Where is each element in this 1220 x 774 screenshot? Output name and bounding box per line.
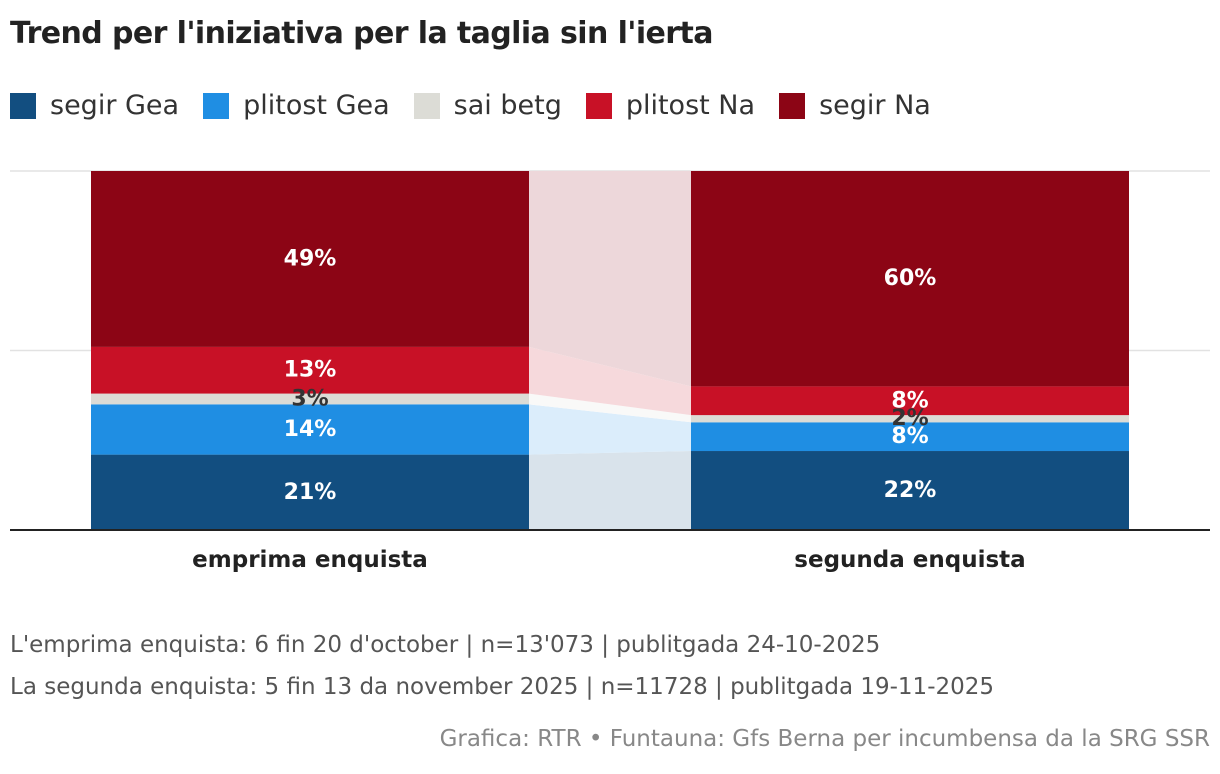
survey-notes: L'emprima enquista: 6 fin 20 d'october |… [10,624,994,708]
bar-segment [691,386,1129,416]
bar-segment [691,422,1129,452]
legend-swatch [10,92,36,119]
data-label: 21% [284,480,337,505]
data-label: 22% [884,478,937,503]
bar-segment [691,415,1129,423]
data-label: 49% [284,246,337,271]
legend-item-sai-betg: sai betg [413,90,562,121]
data-label: 14% [284,417,337,442]
legend-item-plitost-gea: plitost Gea [203,90,390,121]
legend-item-segir-na: segir Na [779,90,931,121]
data-label: 60% [884,266,937,291]
data-label: 8% [891,388,928,413]
data-label: 3% [291,386,328,411]
bar-segment [91,393,529,405]
bar-segment [91,171,529,347]
connector-band [529,451,691,530]
x-tick-label: segunda enquista [794,547,1025,573]
legend-label: segir Na [819,90,931,121]
bar-segment [691,171,1129,387]
connector-band [529,171,691,387]
source-credit: Grafica: RTR • Funtauna: Gfs Berna per i… [439,726,1210,752]
chart-title: Trend per l'iniziativa per la taglia sin… [10,16,713,51]
legend-swatch [203,92,230,119]
legend-item-segir-gea: segir Gea [10,90,179,121]
note-second-survey: La segunda enquista: 5 fin 13 da novembe… [10,674,995,700]
legend-label: segir Gea [50,90,180,121]
bar-segment [91,346,529,394]
note-first-survey: L'emprima enquista: 6 fin 20 d'october |… [10,632,881,658]
bar-segment [691,451,1129,530]
legend: segir Gea plitost Gea sai betg plitost N… [10,90,955,121]
bar-segment [91,454,529,530]
connector-band [529,346,691,416]
data-label: 13% [284,358,337,383]
bar-segment [91,404,529,455]
legend-swatch [585,92,612,119]
x-tick-label: emprima enquista [192,547,428,573]
legend-swatch [779,92,806,119]
legend-label: sai betg [453,90,562,121]
stacked-bar-chart: 21% 22% 14% 8% 3% 2% 13% 8% 49% 60% emprima enquis… [10,170,1210,573]
legend-label: plitost Gea [243,90,390,121]
data-label: 8% [891,424,928,449]
legend-item-plitost-na: plitost Na [585,90,756,121]
data-label: 2% [891,406,928,431]
legend-swatch [413,92,440,119]
connector-band [529,404,691,455]
legend-label: plitost Na [625,90,756,121]
connector-band [529,393,691,423]
